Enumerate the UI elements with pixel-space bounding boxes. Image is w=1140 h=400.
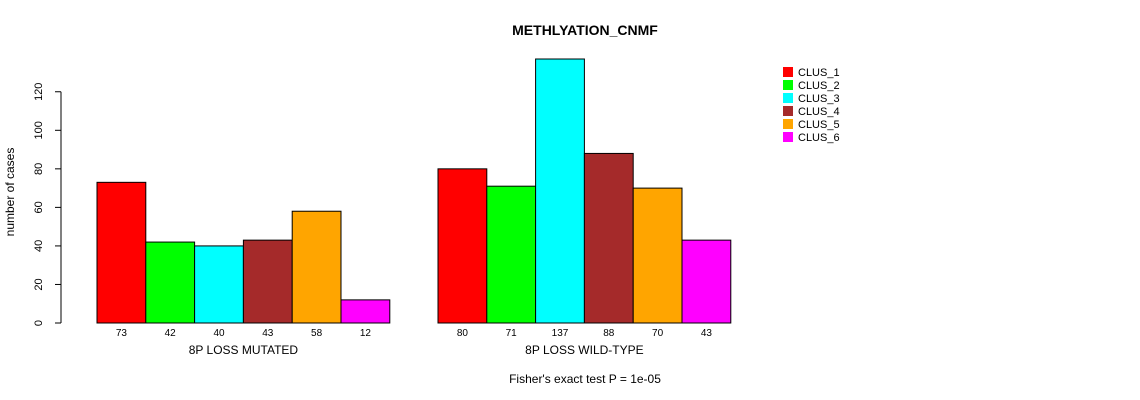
y-axis-label: number of cases: [3, 148, 17, 237]
legend-swatch: [783, 106, 793, 116]
bar-count-label: 80: [457, 328, 469, 339]
bar-clus-1: [437, 168, 488, 324]
footnote: Fisher's exact test P = 1e-05: [509, 372, 661, 386]
bar-count-label: 42: [165, 328, 177, 339]
bar-count-label: 88: [603, 328, 615, 339]
bar-clus-6: [681, 239, 732, 324]
group-label: 8P LOSS WILD-TYPE: [525, 343, 643, 357]
legend-label: CLUS_5: [798, 119, 840, 131]
bar-clus-4: [583, 152, 634, 324]
bar-count-label: 70: [652, 328, 664, 339]
legend-swatch: [783, 132, 793, 142]
legend-label: CLUS_3: [798, 93, 840, 105]
bar-count-label: 58: [311, 328, 323, 339]
bar-clus-5: [291, 210, 342, 324]
chart-title: METHLYATION_CNMF: [512, 22, 658, 38]
legend-swatch: [783, 119, 793, 129]
bar-clus-2: [145, 241, 196, 324]
bar-count-label: 43: [262, 328, 274, 339]
y-tick-label: 120: [33, 83, 45, 101]
bar-clus-3: [535, 58, 585, 324]
legend-swatch: [783, 93, 793, 103]
legend-label: CLUS_1: [798, 67, 840, 79]
legend-label: CLUS_6: [798, 132, 840, 144]
bar-count-label: 12: [360, 328, 372, 339]
bar-clus-6: [340, 299, 391, 324]
bar-count-label: 71: [506, 328, 518, 339]
y-tick-label: 20: [33, 278, 45, 290]
y-tick-label: 0: [33, 320, 45, 326]
legend-swatch: [783, 67, 793, 77]
legend-swatch: [783, 80, 793, 90]
group-label: 8P LOSS MUTATED: [189, 343, 299, 357]
bar-count-label: 137: [552, 328, 569, 339]
legend-label: CLUS_4: [798, 106, 840, 118]
bar-clus-5: [632, 187, 683, 324]
y-tick-label: 40: [33, 240, 45, 252]
y-tick-label: 80: [33, 163, 45, 175]
y-tick-label: 100: [33, 121, 45, 139]
bar-clus-3: [194, 245, 244, 324]
bar-clus-2: [486, 185, 537, 324]
legend-label: CLUS_2: [798, 80, 840, 92]
y-tick-label: 60: [33, 201, 45, 213]
bar-count-label: 40: [213, 328, 225, 339]
bar-clus-1: [96, 181, 147, 324]
bar-count-label: 73: [116, 328, 128, 339]
bar-count-label: 43: [701, 328, 713, 339]
bar-clus-4: [242, 239, 293, 324]
